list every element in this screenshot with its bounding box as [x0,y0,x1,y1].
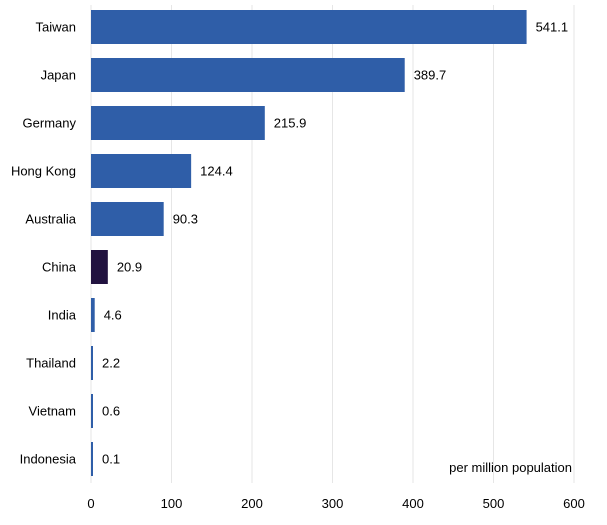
category-labels: Taiwan Japan Germany Hong Kong Australia Chin… [11,20,77,467]
bar-japan [91,58,405,92]
bar-germany [91,106,265,140]
x-axis-tick-labels: 0 100 200 300 400 500 600 [87,496,584,511]
x-tick-label-0: 0 [87,496,94,511]
category-label-india: India [48,308,77,323]
value-label-vietnam: 0.6 [102,404,120,419]
x-tick-label-200: 200 [241,496,263,511]
bars [91,10,527,476]
category-label-indonesia: Indonesia [20,452,77,467]
x-tick-label-600: 600 [563,496,585,511]
category-label-thailand: Thailand [26,356,76,371]
bar-thailand [91,346,93,380]
category-label-china: China [42,260,77,275]
value-label-india: 4.6 [104,308,122,323]
category-label-germany: Germany [23,116,77,131]
bar-india [91,298,95,332]
unit-note: per million population [449,460,572,475]
value-label-australia: 90.3 [173,212,198,227]
bar-china [91,250,108,284]
bar-vietnam [91,394,93,428]
value-label-taiwan: 541.1 [536,20,569,35]
bar-taiwan [91,10,527,44]
bar-hong-kong [91,154,192,188]
x-tick-label-300: 300 [322,496,344,511]
category-label-vietnam: Vietnam [29,404,76,419]
value-label-indonesia: 0.1 [102,452,120,467]
x-tick-label-500: 500 [483,496,505,511]
category-label-australia: Australia [25,212,76,227]
x-tick-label-400: 400 [402,496,424,511]
category-label-japan: Japan [41,68,76,83]
value-label-japan: 389.7 [414,68,447,83]
value-labels: 541.1 389.7 215.9 124.4 90.3 20.9 4.6 2.2 0.6 0.1 [102,20,568,467]
value-label-germany: 215.9 [274,116,307,131]
value-label-china: 20.9 [117,260,142,275]
x-tick-label-100: 100 [161,496,183,511]
category-label-hong-kong: Hong Kong [11,164,76,179]
category-label-taiwan: Taiwan [36,20,76,35]
bar-australia [91,202,164,236]
value-label-thailand: 2.2 [102,356,120,371]
value-label-hong-kong: 124.4 [200,164,233,179]
bar-indonesia [91,442,93,476]
